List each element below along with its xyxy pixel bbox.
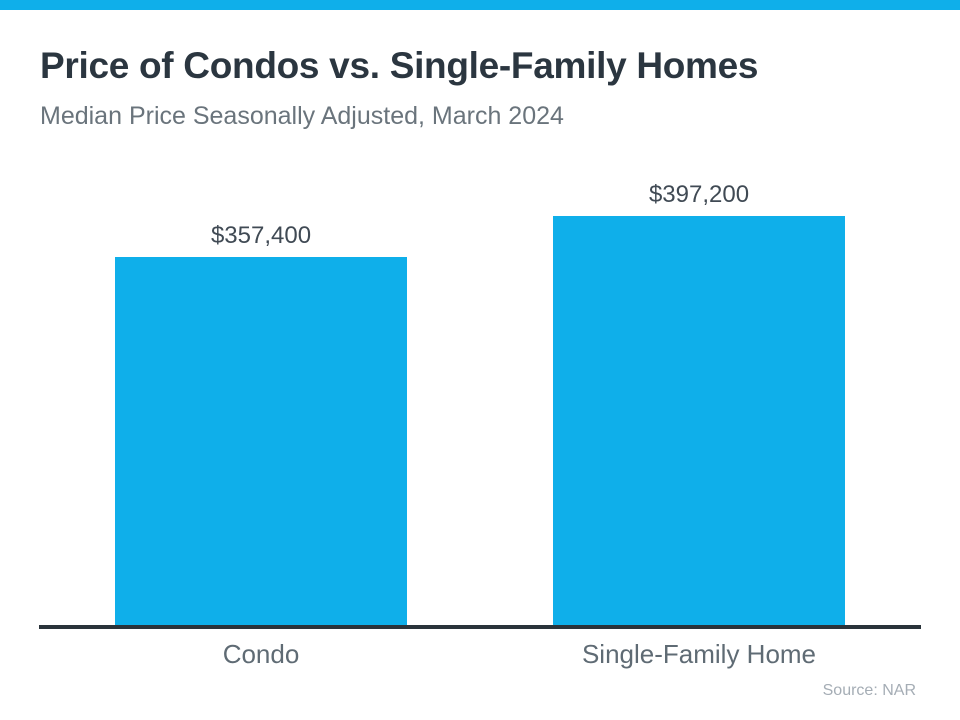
category-label-single-family: Single-Family Home [581,639,817,669]
category-label-condo: Condo [222,639,300,669]
bar-condo [115,257,407,625]
bar-group-condo: $357,400 [115,224,407,625]
bar-single-family [553,216,845,625]
x-axis-line [39,625,921,629]
bar-group-single-family: $397,200 [553,183,845,625]
chart-title: Price of Condos vs. Single-Family Homes [40,45,759,86]
value-label-single-family: $397,200 [648,181,750,208]
top-accent-bar [0,0,960,10]
chart-subtitle: Median Price Seasonally Adjusted, March … [40,102,564,130]
value-label-condo: $357,400 [210,222,312,249]
source-note: Source: NAR [822,682,916,699]
